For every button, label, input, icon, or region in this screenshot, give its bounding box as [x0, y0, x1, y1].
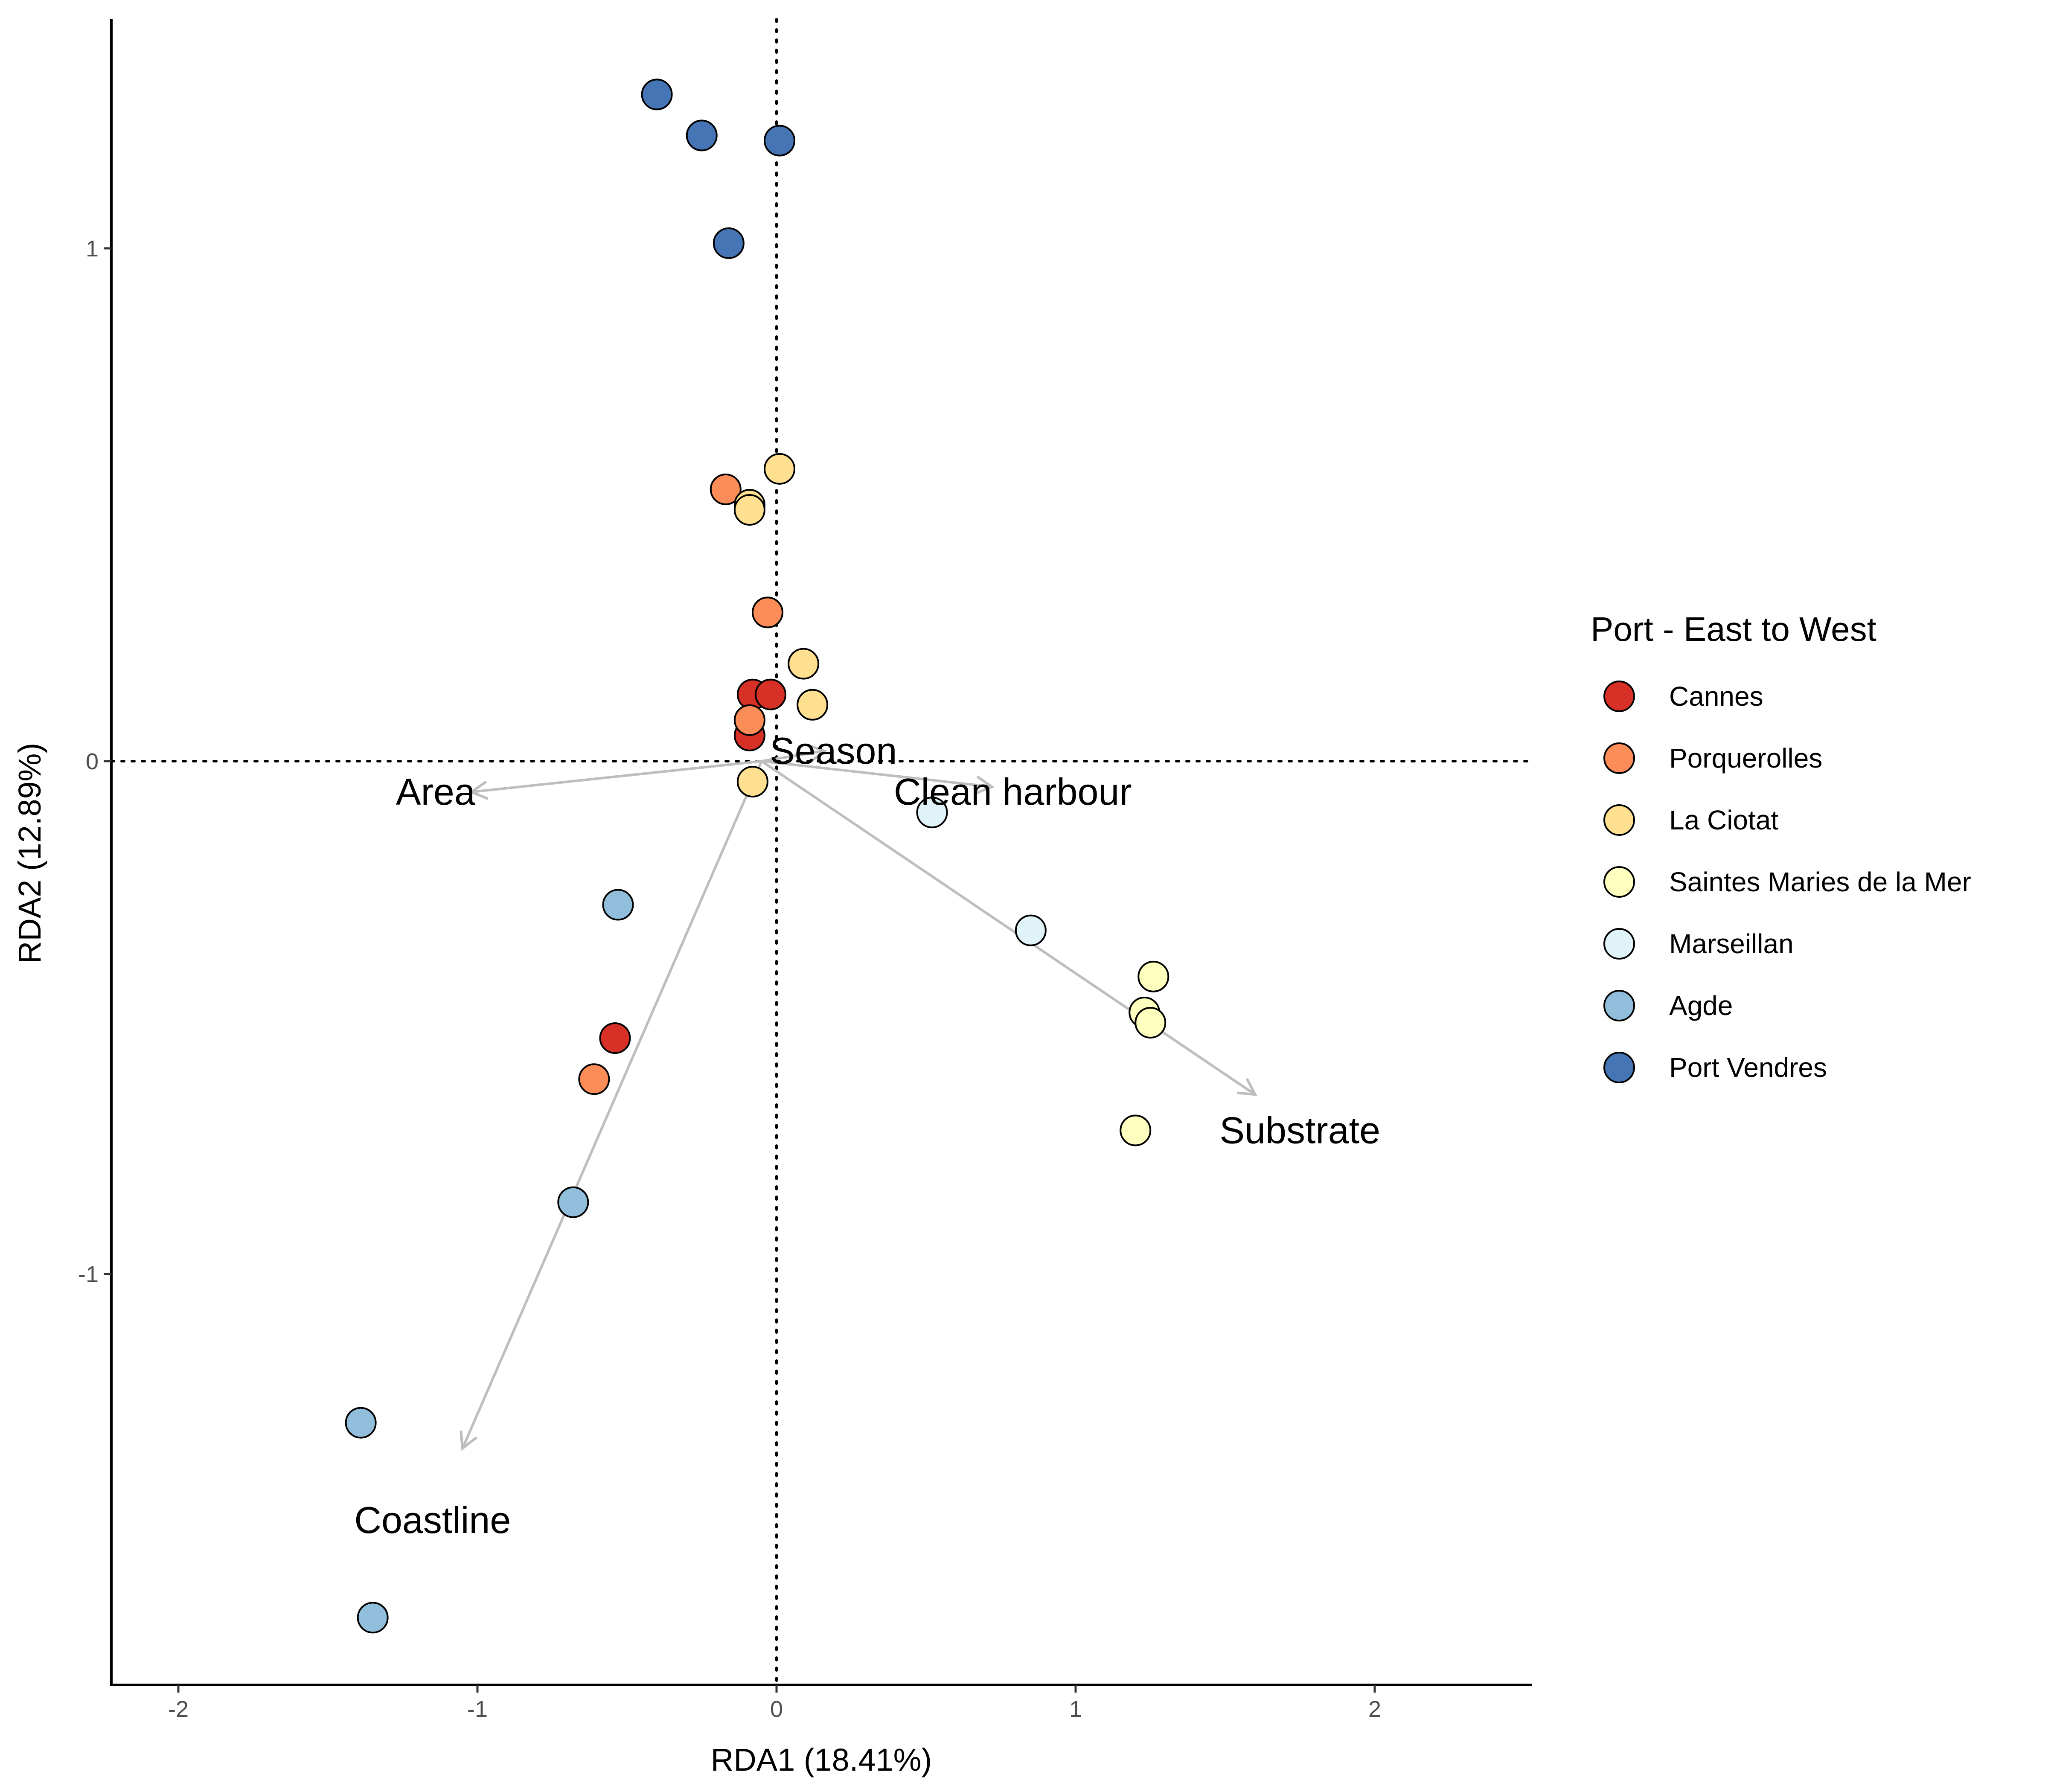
legend-label: La Ciotat [1669, 805, 1778, 835]
legend-key-porquerolles [1603, 742, 1635, 774]
arrow-season-line [761, 749, 825, 762]
point-porquerolles [578, 1063, 610, 1095]
arrow-substrate-line [761, 760, 1256, 1096]
arrow-label-coastline: Coastline [354, 1499, 511, 1541]
arrow-label-substrate: Substrate [1219, 1109, 1380, 1151]
legend-title: Port - East to West [1591, 610, 1876, 648]
x-tick-label: 1 [1069, 1696, 1082, 1722]
arrow-head [460, 1430, 477, 1451]
x-tick-label: 0 [770, 1696, 783, 1722]
legend-key-la-ciotat [1603, 804, 1635, 836]
arrow-label-area: Area [396, 771, 475, 813]
point-saintes-maries-de-la-mer [1135, 1007, 1167, 1039]
point-agde [557, 1186, 589, 1218]
point-la-ciotat [788, 648, 820, 680]
arrow-label-clean-harbour: Clean harbour [894, 771, 1132, 813]
point-marseillan [1015, 914, 1047, 946]
x-tick-label: -2 [168, 1696, 189, 1722]
point-porquerolles [710, 473, 742, 505]
y-axis-title: RDA2 (12.89%) [12, 743, 47, 964]
point-agde [357, 1602, 389, 1634]
biplot-arrows [460, 744, 1257, 1451]
arrow-head [1237, 1078, 1257, 1096]
axis-ticks: -2 -1 0 1 2 -1 0 1 [78, 236, 1381, 1722]
point-port-vendres [686, 119, 718, 151]
point-port-vendres [764, 125, 796, 157]
point-cannes [599, 1022, 631, 1054]
axes [110, 19, 1532, 1686]
y-tick-label: 1 [86, 236, 99, 262]
x-tick-label: -1 [467, 1696, 488, 1722]
zero-reference-lines [110, 18, 1533, 1686]
point-porquerolles [751, 596, 783, 628]
point-saintes-maries-de-la-mer [1120, 1114, 1152, 1146]
arrow-coastline-line [461, 760, 763, 1449]
x-tick-label: 2 [1368, 1696, 1381, 1722]
legend-label: Agde [1669, 990, 1733, 1021]
sample-points [345, 79, 1169, 1634]
point-cannes [754, 678, 786, 710]
arrow-head [807, 744, 827, 763]
legend-label: Marseillan [1669, 928, 1794, 959]
x-axis-title: RDA1 (18.41%) [711, 1742, 932, 1777]
point-porquerolles [733, 704, 765, 736]
point-la-ciotat [764, 453, 796, 485]
legend-label: Porquerolles [1669, 743, 1822, 774]
legend-key-cannes [1603, 681, 1635, 712]
point-agde [602, 889, 634, 921]
legend-label: Cannes [1669, 681, 1763, 712]
legend-label: Port Vendres [1669, 1052, 1827, 1083]
arrow-clean-harbour-line [761, 760, 992, 788]
point-marseillan [916, 797, 948, 829]
point-la-ciotat [797, 689, 829, 721]
legend-label: Saintes Maries de la Mer [1669, 867, 1971, 897]
y-tick-label: 0 [86, 749, 99, 774]
arrow-area-line [471, 760, 762, 794]
y-tick-label: -1 [78, 1262, 99, 1287]
legend-key-agde [1603, 990, 1635, 1021]
arrow-head [975, 775, 995, 795]
legend-key-port-vendres [1603, 1052, 1635, 1083]
arrow-head [468, 780, 489, 800]
point-port-vendres [713, 227, 745, 259]
legend-key-saintes-maries-de-la-mer [1603, 866, 1635, 898]
point-port-vendres [641, 79, 673, 111]
point-la-ciotat [736, 766, 768, 798]
point-agde [345, 1407, 377, 1439]
point-saintes-maries-de-la-mer [1137, 960, 1169, 992]
legend-key-marseillan [1603, 928, 1635, 960]
arrow-label-season: Season [770, 730, 897, 772]
legend: Port - East to West Cannes Porquerolles La… [1591, 610, 1971, 1083]
point-la-ciotat [733, 494, 765, 526]
